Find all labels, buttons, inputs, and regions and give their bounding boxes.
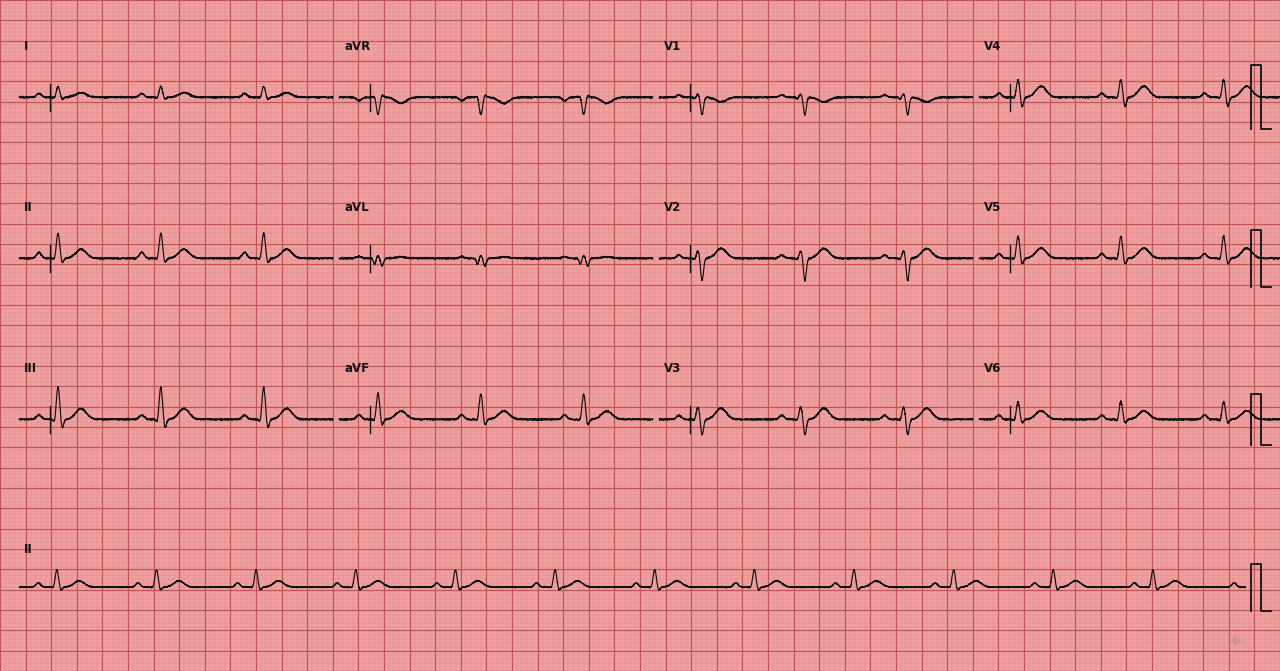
Text: V2: V2 (664, 201, 681, 213)
Text: aVR: aVR (344, 40, 371, 52)
Text: V3: V3 (664, 362, 681, 374)
Text: I: I (24, 40, 28, 52)
Text: V4: V4 (984, 40, 1002, 52)
Text: V1: V1 (664, 40, 681, 52)
Text: ✦: ✦ (1225, 633, 1243, 654)
Text: V5: V5 (984, 201, 1002, 213)
Text: aVL: aVL (344, 201, 369, 213)
Text: II: II (24, 201, 33, 213)
Text: aVF: aVF (344, 362, 370, 374)
Text: III: III (24, 362, 37, 374)
Text: V6: V6 (984, 362, 1002, 374)
Text: II: II (24, 543, 33, 556)
